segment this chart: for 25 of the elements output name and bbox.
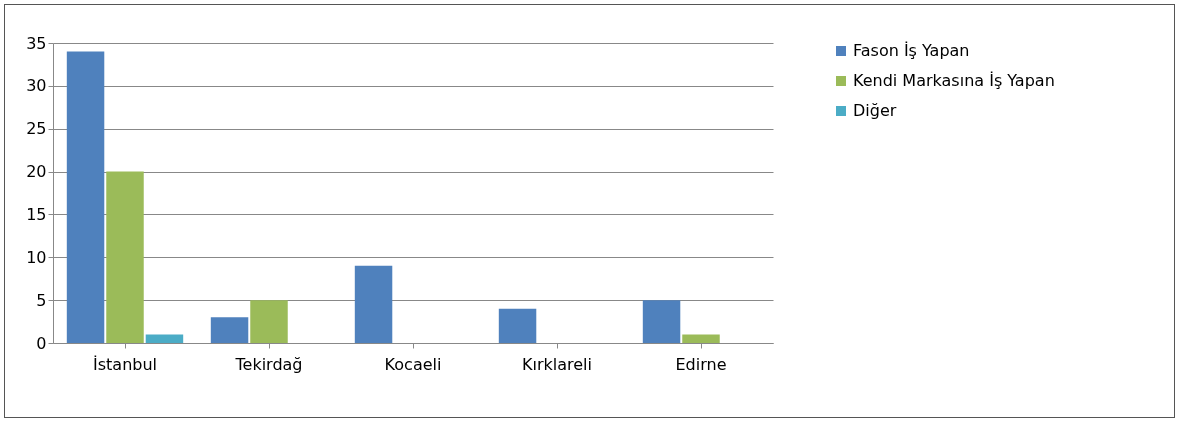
legend-label: Fason İş Yapan	[853, 41, 970, 60]
bar	[210, 317, 249, 343]
y-tick-label: 35	[26, 33, 47, 53]
y-tick-label: 15	[26, 204, 47, 224]
y-tick-label: 25	[26, 119, 47, 139]
bar	[250, 300, 288, 343]
bar	[145, 334, 184, 343]
bar	[682, 334, 720, 343]
bar	[498, 308, 537, 343]
x-tick-label: Kırklareli	[522, 354, 592, 374]
y-tick-label: 5	[36, 290, 47, 310]
y-tick-label: 10	[26, 247, 47, 267]
bar	[642, 300, 681, 343]
bar	[354, 265, 393, 343]
legend-label: Diğer	[853, 101, 897, 120]
x-tick-label: Edirne	[675, 354, 727, 374]
x-tick-label: İstanbul	[92, 354, 158, 374]
bar	[106, 171, 144, 343]
y-tick-label: 20	[26, 162, 47, 182]
x-tick-label: Tekirdağ	[234, 354, 303, 374]
y-tick-label: 0	[36, 333, 47, 353]
bar	[66, 51, 105, 343]
y-tick-label: 30	[26, 76, 47, 96]
legend-label: Kendi Markasına İş Yapan	[853, 71, 1055, 90]
x-tick-label: Kocaeli	[384, 354, 442, 374]
